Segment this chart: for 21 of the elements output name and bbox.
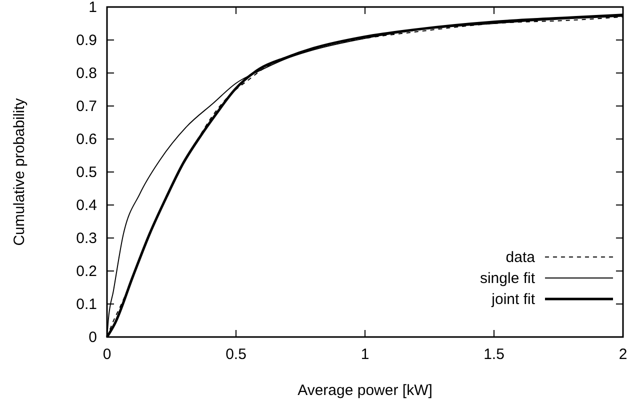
y-tick-label: 0.4	[76, 197, 97, 214]
y-tick-label: 0.6	[76, 131, 97, 148]
x-axis-title: Average power [kW]	[298, 382, 432, 399]
y-tick-label: 1	[88, 0, 97, 16]
x-tick-label: 1	[360, 346, 370, 363]
y-tick-label: 0.2	[76, 263, 97, 280]
y-tick-label: 0.1	[76, 296, 97, 313]
x-tick-label: 2	[618, 346, 628, 363]
legend-label: single fit	[480, 270, 536, 287]
legend-label: data	[506, 249, 536, 266]
y-tick-label: 0.3	[76, 230, 97, 247]
y-tick-label: 0.9	[76, 32, 97, 49]
x-tick-label: 0	[102, 346, 112, 363]
x-tick-label: 1.5	[484, 346, 504, 363]
y-tick-label: 0	[88, 329, 97, 346]
y-tick-label: 0.5	[76, 164, 97, 181]
legend-label: joint fit	[490, 291, 536, 308]
x-tick-label: 0.5	[226, 346, 246, 363]
y-tick-label: 0.7	[76, 98, 97, 115]
y-tick-label: 0.8	[76, 65, 97, 82]
y-axis-title: Cumulative probability	[11, 98, 28, 246]
